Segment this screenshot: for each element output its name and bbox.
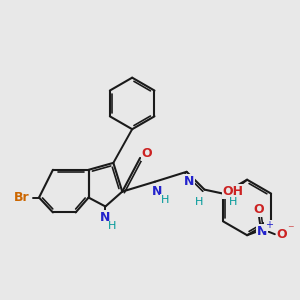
Text: H: H: [229, 196, 237, 206]
Text: O: O: [142, 148, 152, 160]
Text: OH: OH: [223, 185, 244, 198]
Text: N: N: [152, 185, 162, 198]
Text: N: N: [184, 175, 194, 188]
Text: H: H: [195, 196, 204, 206]
Text: H: H: [161, 194, 169, 205]
Text: O: O: [254, 203, 264, 216]
Text: Br: Br: [14, 191, 29, 204]
Text: +: +: [265, 220, 273, 230]
Text: ⁻: ⁻: [287, 223, 294, 236]
Text: H: H: [108, 221, 116, 231]
Text: N: N: [257, 225, 267, 238]
Text: N: N: [100, 211, 111, 224]
Text: O: O: [277, 228, 287, 241]
